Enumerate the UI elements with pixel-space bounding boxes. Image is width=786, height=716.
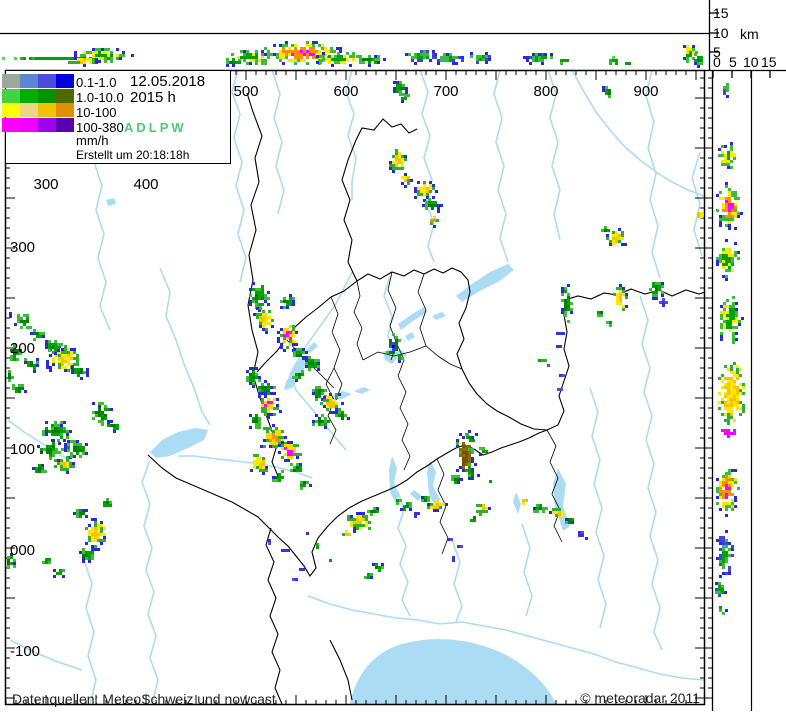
- y-axis-label: 300: [10, 239, 36, 256]
- legend-time: 2015 h: [130, 89, 176, 106]
- legend-range-1: 0.1-1.0: [76, 75, 117, 90]
- legend-swatch: [56, 117, 74, 132]
- height-axis-label: 5: [729, 54, 737, 70]
- legend-swatch: [2, 103, 20, 118]
- legend-date: 12.05.2018: [130, 73, 206, 90]
- x-axis-label: 300: [33, 176, 59, 193]
- y-axis-label: -100: [10, 643, 41, 660]
- y-axis-label: 100: [10, 441, 36, 458]
- x-axis-label: 700: [433, 83, 459, 100]
- height-axis-label: 0: [713, 54, 721, 70]
- water-layer: [7, 69, 705, 705]
- height-axis-label: 5: [713, 44, 721, 60]
- height-axis-label: 15: [761, 54, 777, 70]
- x-axis-label: 400: [133, 176, 159, 193]
- legend-swatch: [38, 117, 56, 132]
- legend-range-2: 1.0-10.0: [76, 90, 124, 105]
- copyright-note: © meteoradar 2011: [580, 690, 700, 706]
- height-axis-unit: km: [740, 26, 759, 42]
- height-axis-label: 15: [713, 5, 729, 21]
- legend-swatch: [2, 88, 20, 103]
- legend-swatch: [38, 103, 56, 118]
- legend-created-time: Erstellt um 20:18:18h: [76, 148, 190, 162]
- x-axis-label: 800: [533, 83, 559, 100]
- legend-swatch: [56, 88, 74, 103]
- legend-swatch: [56, 74, 74, 88]
- legend-swatch: [56, 103, 74, 118]
- legend-swatch: [20, 103, 38, 118]
- legend-range-4: 100-380: [76, 120, 124, 135]
- legend-swatch: [20, 74, 38, 88]
- legend-swatch: [20, 88, 38, 103]
- legend-range-3: 10-100: [76, 105, 117, 120]
- x-axis-label: 900: [633, 83, 659, 100]
- legend-swatch: [38, 74, 56, 88]
- x-axis-label: 500: [233, 83, 259, 100]
- data-source-note: Datenquellen: MeteoSchweiz und nowcast: [12, 691, 276, 707]
- legend-swatch: [20, 117, 38, 132]
- height-axis-label: 10: [743, 54, 759, 70]
- y-axis-label: 000: [10, 542, 36, 559]
- height-axis-label: 10: [713, 25, 729, 41]
- legend-unit: mm/h: [76, 133, 109, 148]
- legend-station-letters: ADLPW: [124, 120, 187, 135]
- legend-swatch: [38, 88, 56, 103]
- legend-box: 0.1-1.0 1.0-10.0 10-100 100-380 12.05.20…: [2, 71, 231, 164]
- border-layer: [147, 92, 706, 705]
- y-axis-label: 200: [10, 340, 36, 357]
- echo-layer: [2, 41, 745, 615]
- legend-swatch: [2, 74, 20, 88]
- x-axis-label: 600: [333, 83, 359, 100]
- legend-swatch: [2, 117, 20, 132]
